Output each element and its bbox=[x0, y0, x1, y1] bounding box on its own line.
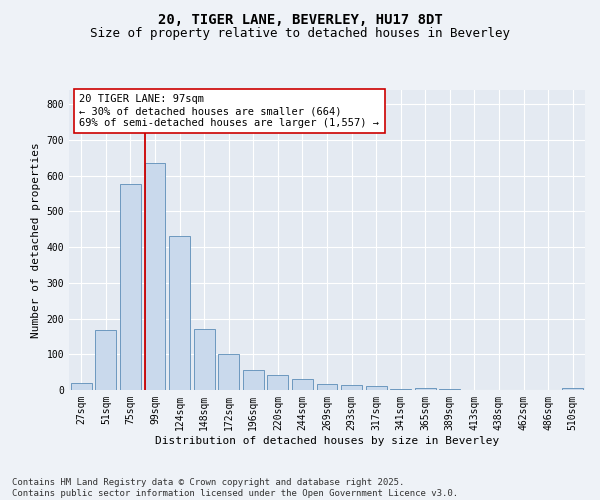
Text: Size of property relative to detached houses in Beverley: Size of property relative to detached ho… bbox=[90, 28, 510, 40]
Bar bbox=[365, 386, 386, 390]
Bar bbox=[169, 236, 190, 390]
Bar bbox=[194, 329, 215, 390]
Bar bbox=[562, 388, 583, 390]
Bar bbox=[95, 330, 116, 390]
Bar bbox=[120, 184, 141, 390]
X-axis label: Distribution of detached houses by size in Beverley: Distribution of detached houses by size … bbox=[155, 436, 499, 446]
Text: 20, TIGER LANE, BEVERLEY, HU17 8DT: 20, TIGER LANE, BEVERLEY, HU17 8DT bbox=[158, 12, 442, 26]
Text: 20 TIGER LANE: 97sqm
← 30% of detached houses are smaller (664)
69% of semi-deta: 20 TIGER LANE: 97sqm ← 30% of detached h… bbox=[79, 94, 379, 128]
Bar bbox=[292, 380, 313, 390]
Bar bbox=[341, 384, 362, 390]
Bar bbox=[390, 389, 411, 390]
Bar bbox=[317, 384, 337, 390]
Bar bbox=[218, 354, 239, 390]
Bar bbox=[71, 383, 92, 390]
Bar bbox=[243, 370, 264, 390]
Bar bbox=[415, 388, 436, 390]
Bar bbox=[145, 163, 166, 390]
Y-axis label: Number of detached properties: Number of detached properties bbox=[31, 142, 41, 338]
Text: Contains HM Land Registry data © Crown copyright and database right 2025.
Contai: Contains HM Land Registry data © Crown c… bbox=[12, 478, 458, 498]
Bar bbox=[268, 376, 289, 390]
